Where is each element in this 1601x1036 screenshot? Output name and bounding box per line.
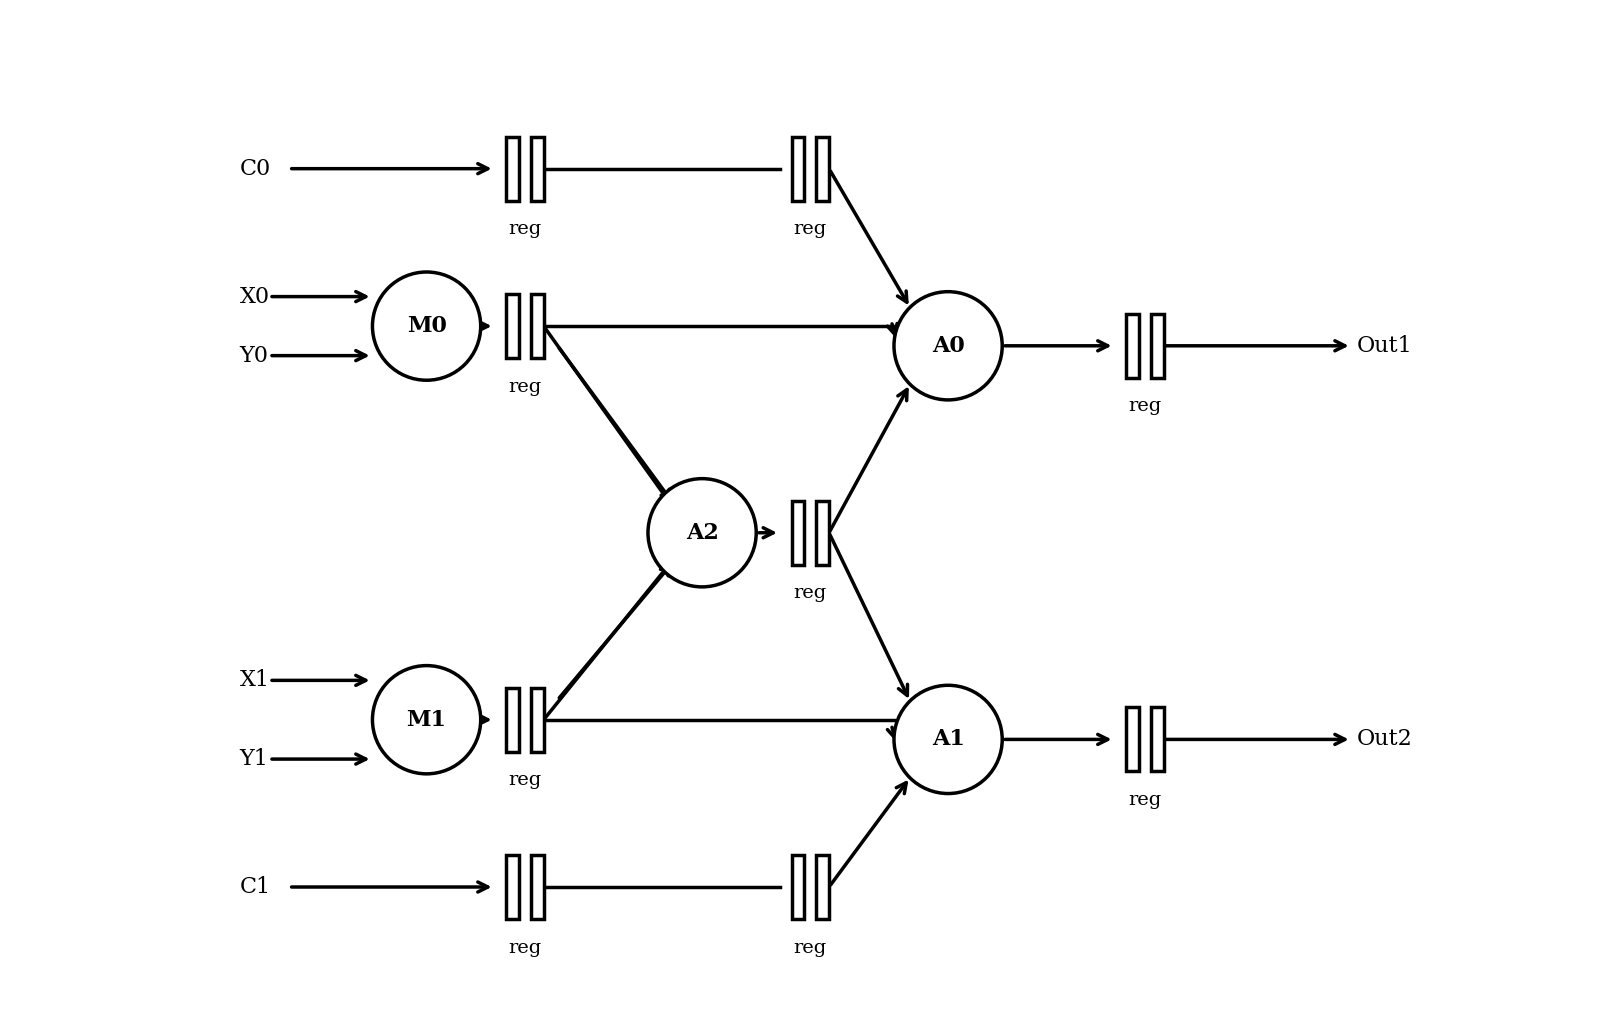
Text: M0: M0 [407, 315, 447, 337]
Text: reg: reg [509, 221, 541, 238]
Text: reg: reg [794, 221, 828, 238]
Bar [1151, 708, 1164, 772]
Text: A2: A2 [685, 522, 719, 544]
Bar [1151, 314, 1164, 378]
Bar [791, 855, 804, 919]
Bar [532, 855, 544, 919]
Circle shape [648, 479, 756, 586]
Bar [1126, 708, 1138, 772]
Bar [532, 137, 544, 201]
Text: reg: reg [509, 939, 541, 956]
Text: X0: X0 [240, 286, 269, 308]
Text: X1: X1 [240, 669, 269, 691]
Text: Y0: Y0 [240, 345, 269, 367]
Bar [506, 855, 519, 919]
Circle shape [893, 292, 1002, 400]
Circle shape [373, 272, 480, 380]
Text: C0: C0 [240, 157, 271, 179]
Text: reg: reg [1129, 792, 1162, 809]
Text: M1: M1 [407, 709, 447, 730]
Text: C1: C1 [240, 876, 271, 898]
Text: reg: reg [794, 584, 828, 602]
Bar [791, 500, 804, 565]
Bar [817, 855, 829, 919]
Text: A1: A1 [932, 728, 964, 750]
Text: Y1: Y1 [240, 748, 269, 770]
Bar [506, 294, 519, 358]
Text: reg: reg [509, 378, 541, 396]
Text: reg: reg [509, 772, 541, 789]
Text: reg: reg [1129, 398, 1162, 415]
Bar [791, 137, 804, 201]
Bar [506, 137, 519, 201]
Bar [532, 294, 544, 358]
Circle shape [893, 685, 1002, 794]
Text: Out1: Out1 [1356, 335, 1412, 356]
Bar [506, 688, 519, 752]
Bar [817, 137, 829, 201]
Text: reg: reg [794, 939, 828, 956]
Bar [817, 500, 829, 565]
Text: A0: A0 [932, 335, 964, 356]
Bar [532, 688, 544, 752]
Bar [1126, 314, 1138, 378]
Text: Out2: Out2 [1356, 728, 1412, 750]
Circle shape [373, 665, 480, 774]
